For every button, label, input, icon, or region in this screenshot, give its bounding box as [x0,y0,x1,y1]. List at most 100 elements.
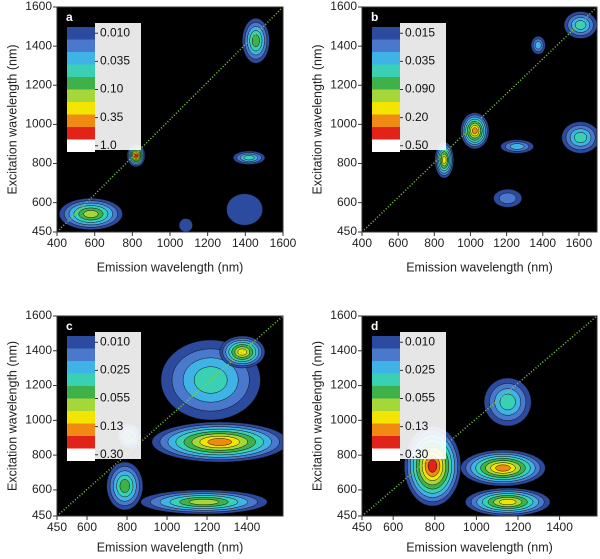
contour-region [226,193,263,226]
contour-region [534,41,542,50]
x-tick-label: 450 [352,520,372,534]
colorbar-band [67,89,95,102]
colorbar-band [372,139,400,152]
y-axis-label: Excitation wavelength (nm) [5,44,19,194]
x-axis-label: Emission wavelength (nm) [406,540,553,554]
colorbar-band [67,114,95,127]
colorbar-band [67,64,95,77]
colorbar-band [67,361,95,374]
y-tick-label: 800 [32,156,52,170]
x-tick-label: 1400 [529,236,556,250]
contour-region [574,132,588,143]
plot-frame [56,315,284,517]
contour-region [83,210,99,218]
colorbar-band [67,52,95,65]
x-tick-label: 600 [77,520,97,534]
colorbar-label: 0.50 [405,138,429,152]
x-tick-label: 1200 [194,520,221,534]
colorbar-band [372,411,400,424]
y-tick-label: 1400 [25,38,52,52]
y-tick-label: 600 [337,482,357,496]
colorbar-band [67,398,95,411]
colorbar-band [372,127,400,140]
x-axis-label: Emission wavelength (nm) [406,260,553,274]
y-tick-label: 600 [337,195,357,209]
colorbar-band [67,436,95,449]
x-tick-label: 1600 [270,236,297,250]
colorbar-band [67,102,95,115]
colorbar-band [67,373,95,386]
colorbar-band [372,52,400,65]
y-tick-label: 1400 [25,343,52,357]
panel-label: d [371,319,378,333]
x-axis-label: Emission wavelength (nm) [97,260,244,274]
y-tick-label: 1200 [330,378,357,392]
y-tick-label: 800 [32,447,52,461]
contour-region [119,479,130,493]
x-axis-label: Emission wavelength (nm) [97,540,244,554]
colorbar-band [372,64,400,77]
colorbar-band [67,127,95,140]
panel-label: c [66,319,73,333]
y-tick-label: 600 [32,482,52,496]
contour-region [178,218,193,232]
panel-label: a [66,10,73,24]
colorbar-band [67,423,95,436]
x-tick-label: 1400 [546,520,573,534]
diagonal-scatter [362,7,597,232]
y-tick-label: 450 [32,224,52,238]
x-tick-label: 1000 [154,520,181,534]
colorbar-band [372,373,400,386]
colorbar-label: 0.055 [100,391,130,405]
colorbar-band [372,398,400,411]
contour-region [243,155,255,161]
colorbar-label: 0.30 [100,447,124,461]
contour-region [495,464,511,472]
y-tick-label: 1600 [25,308,52,322]
colorbar-label: 0.035 [100,54,130,68]
colorbar-band [372,361,400,374]
y-tick-label: 800 [337,156,357,170]
colorbar-band [372,114,400,127]
y-axis-label: Excitation wavelength (nm) [310,44,324,194]
colorbar-backdrop [95,23,141,150]
y-tick-label: 1200 [25,77,52,91]
colorbar-band [67,411,95,424]
y-tick-label: 1400 [330,38,357,52]
y-tick-label: 450 [337,224,357,238]
colorbar-band [372,27,400,40]
colorbar-band [372,348,400,361]
colorbar-band [67,27,95,40]
contour-region [574,20,587,30]
contour-region [442,156,447,164]
colorbar-backdrop [95,332,141,459]
y-tick-label: 1000 [25,117,52,131]
y-tick-label: 1000 [330,413,357,427]
colorbar-label: 0.13 [405,419,429,433]
colorbar-band [67,39,95,52]
x-tick-label: 1000 [157,236,184,250]
colorbar-band [372,423,400,436]
colorbar-band [372,89,400,102]
colorbar-band [67,77,95,90]
y-tick-label: 1600 [25,0,52,13]
y-tick-label: 1200 [25,378,52,392]
colorbar-band [372,39,400,52]
colorbar-label: 0.010 [100,25,130,39]
x-tick-label: 1200 [505,520,532,534]
colorbar-band [372,102,400,115]
x-tick-label: 800 [424,236,444,250]
colorbar-backdrop [400,332,446,459]
y-tick-label: 1200 [330,77,357,91]
x-tick-label: 600 [85,236,105,250]
x-tick-label: 800 [117,520,137,534]
colorbar-band [372,448,400,461]
colorbar-band [67,139,95,152]
colorbar-backdrop [400,23,446,150]
y-tick-label: 1400 [330,343,357,357]
colorbar-label: 0.010 [405,334,435,348]
colorbar-label: 1.0 [100,138,117,152]
colorbar-label: 0.13 [100,419,124,433]
contour-region [509,143,525,150]
